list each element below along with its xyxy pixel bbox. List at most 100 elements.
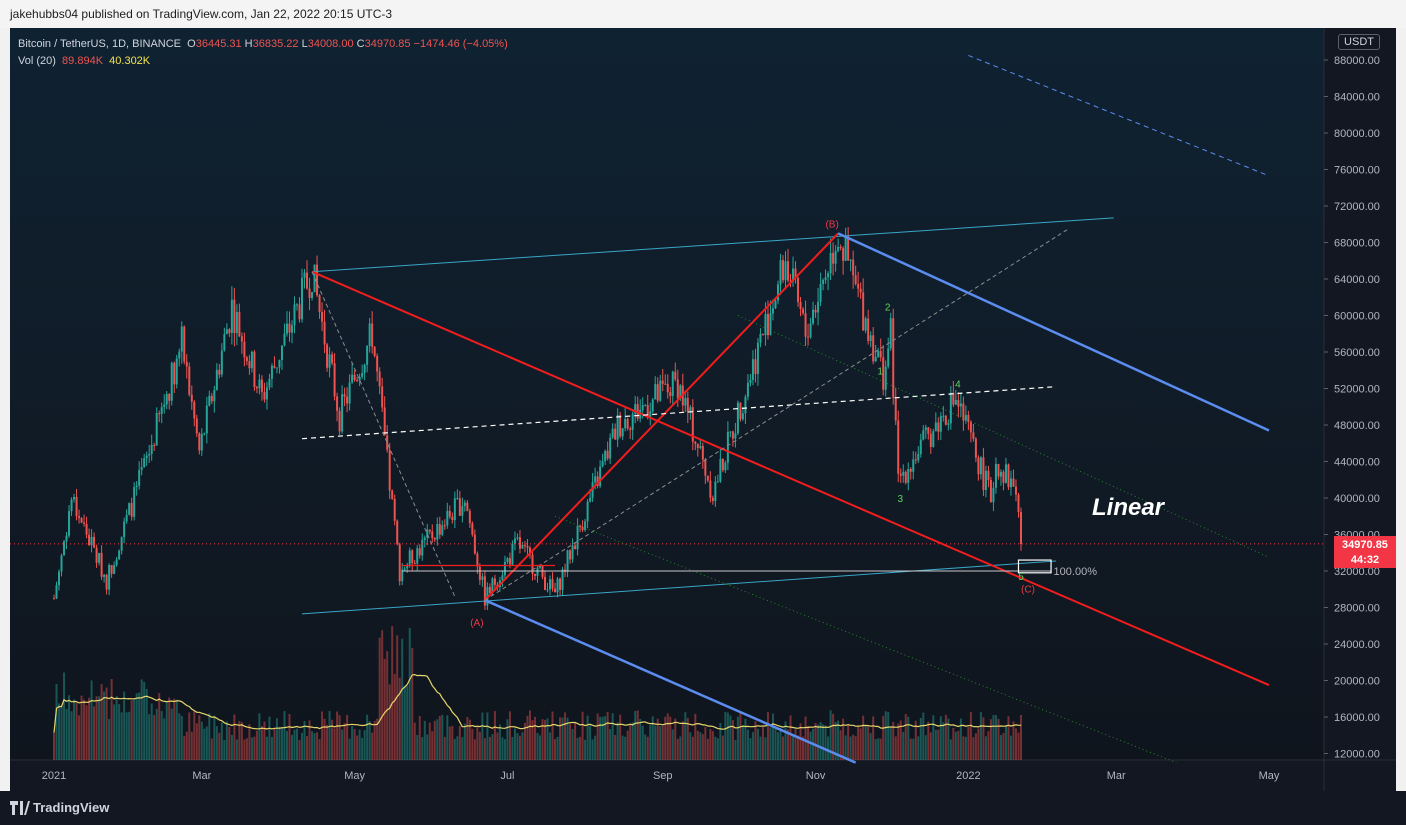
volume-bar <box>579 736 582 760</box>
volume-bar <box>914 720 917 760</box>
fib-level-label: 100.00% <box>1054 566 1098 578</box>
volume-bar <box>218 732 221 760</box>
volume-bar <box>175 699 178 760</box>
volume-bar <box>877 738 880 760</box>
currency-badge[interactable]: USDT <box>1338 34 1380 50</box>
candle-body <box>892 318 895 399</box>
candle-body <box>453 498 456 521</box>
volume-bar <box>265 736 268 760</box>
candle-body <box>759 333 762 343</box>
candle-body <box>478 566 481 580</box>
volume-bar <box>591 739 594 760</box>
candle-body <box>967 415 970 422</box>
candle-body <box>220 350 223 375</box>
wave-label-c: (C) <box>1021 584 1035 595</box>
volume-bar <box>879 738 882 760</box>
candle-body <box>358 376 361 381</box>
candle-body <box>1004 464 1007 483</box>
candle-body <box>751 359 754 380</box>
volume-bar <box>316 732 319 760</box>
candle-body <box>644 404 647 406</box>
volume-bar <box>929 732 932 760</box>
candle-body <box>999 471 1002 477</box>
volume-bar <box>245 738 248 760</box>
volume-bar <box>581 711 584 760</box>
candle-body <box>240 336 243 342</box>
volume-bar <box>566 717 569 760</box>
volume-bar <box>205 726 208 760</box>
candle-body <box>423 537 426 540</box>
volume-bar <box>599 716 602 760</box>
candle-body <box>1002 471 1005 483</box>
candle-body <box>609 437 612 459</box>
brand-name[interactable]: TradingView <box>33 800 110 815</box>
candle-body <box>706 475 709 481</box>
red-median-line <box>311 270 1270 686</box>
candle-body <box>110 565 113 574</box>
candle-body <box>554 588 557 593</box>
chart-area[interactable]: 88000.00 84000.00 80000.00 76000.00 72000.00… <box>10 28 1396 791</box>
volume-bar <box>736 716 739 760</box>
candle-body <box>694 441 697 444</box>
candle-body <box>426 529 429 538</box>
bar-countdown: 44:32 <box>1350 554 1380 566</box>
candle-body <box>924 427 927 431</box>
volume-bar <box>351 725 354 760</box>
candle-body <box>70 499 73 512</box>
candle-body <box>654 384 657 400</box>
price-chart[interactable]: 88000.00 84000.00 80000.00 76000.00 72000.00… <box>10 28 1396 791</box>
volume-bar <box>556 736 559 760</box>
volume-bar <box>458 725 461 760</box>
candle-body <box>363 364 366 373</box>
candle-body <box>589 497 592 502</box>
candle-body <box>889 318 892 349</box>
candle-body <box>626 418 629 429</box>
volume-bar <box>456 736 459 760</box>
candle-body <box>533 573 536 576</box>
candle-body <box>173 362 176 385</box>
candle-body <box>215 369 218 390</box>
volume-bar <box>639 718 642 760</box>
volume-bar <box>1009 735 1012 760</box>
y-tick-label: 12000.00 <box>1334 749 1380 761</box>
y-tick-label: 32000.00 <box>1334 566 1380 578</box>
volume-bar <box>962 736 965 760</box>
volume-bar <box>564 712 567 760</box>
volume-bar <box>331 719 334 760</box>
candle-body <box>939 416 942 432</box>
green-dotted-upper <box>737 315 1270 558</box>
volume-bar <box>854 736 857 760</box>
volume-bar <box>802 736 805 760</box>
grey-dashed-b <box>484 228 1069 601</box>
candle-body <box>123 521 126 538</box>
symbol-name[interactable]: Bitcoin / TetherUS, 1D, BINANCE <box>18 38 182 50</box>
candle-body <box>684 398 687 406</box>
tradingview-logo-icon[interactable] <box>10 801 30 815</box>
last-price: 34970.85 <box>1342 539 1388 551</box>
volume-bar <box>323 718 326 760</box>
candle-body <box>959 403 962 407</box>
volume-bar <box>569 723 572 760</box>
candle-body <box>944 415 947 425</box>
volume-bar <box>195 723 198 760</box>
y-tick-label: 40000.00 <box>1334 493 1380 505</box>
wave-label-5: 5 <box>1018 572 1024 583</box>
volume-bar <box>644 734 647 760</box>
volume-bar <box>250 737 253 760</box>
candle-body <box>776 284 779 301</box>
volume-bar <box>476 726 479 760</box>
volume-bar <box>869 733 872 760</box>
candle-body <box>634 404 637 414</box>
volume-bar <box>864 725 867 760</box>
volume-bar <box>616 722 619 760</box>
volume-bar <box>306 735 309 760</box>
candle-body <box>807 336 810 338</box>
candle-body <box>964 415 967 421</box>
candle-body <box>912 459 915 472</box>
candle-body <box>942 415 945 417</box>
candle-body <box>969 421 972 433</box>
volume-label[interactable]: Vol (20) <box>18 55 56 67</box>
volume-bar <box>308 720 311 760</box>
candle-body <box>316 264 319 296</box>
candle-body <box>308 288 311 298</box>
